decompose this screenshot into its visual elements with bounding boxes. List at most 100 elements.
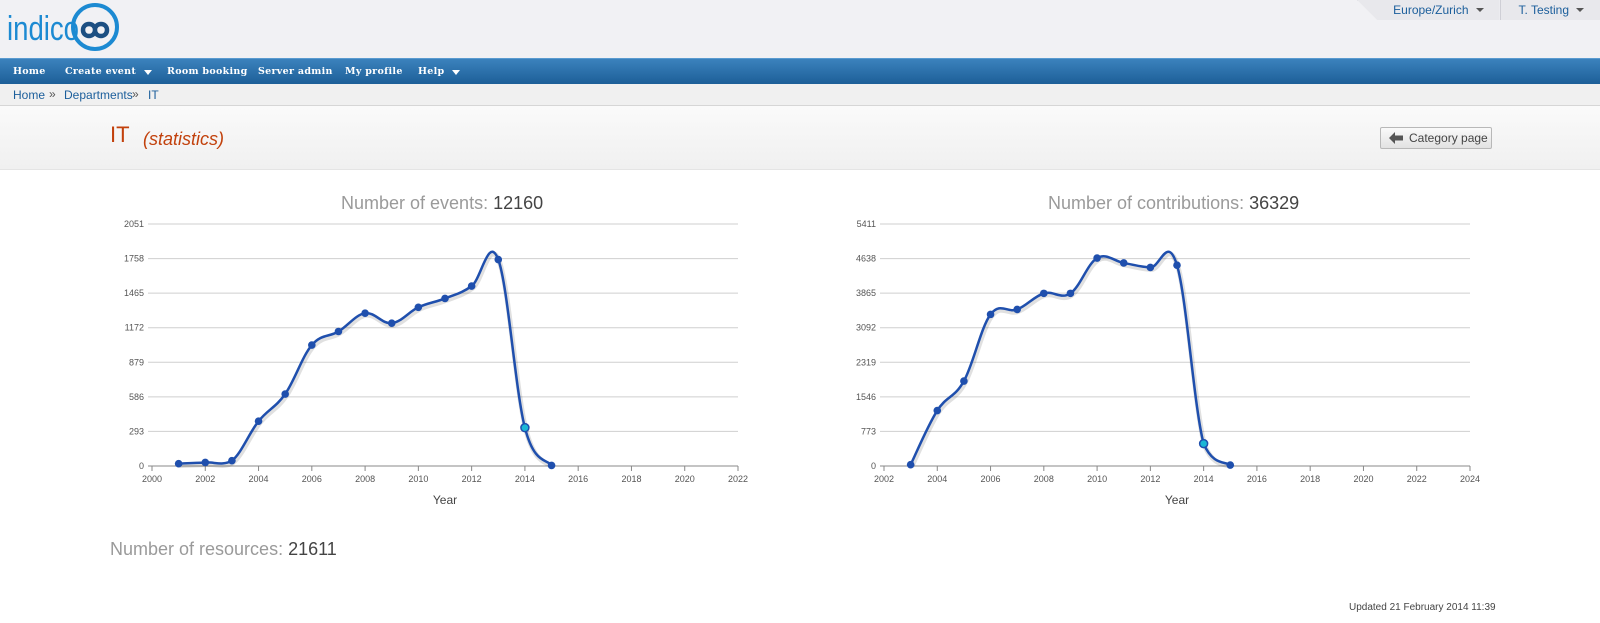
y-tick-label: 1172 — [125, 323, 144, 333]
x-tick-label: 2006 — [981, 474, 1001, 484]
breadcrumb-it[interactable]: IT — [148, 88, 159, 102]
x-tick-label: 2024 — [1460, 474, 1480, 484]
logo-text: indico — [7, 10, 79, 48]
chevron-down-icon — [144, 69, 153, 75]
contributions-title-label: Number of contributions: — [1048, 193, 1245, 213]
data-point[interactable] — [1013, 305, 1021, 314]
chevron-down-icon — [452, 69, 461, 75]
data-point[interactable] — [387, 319, 396, 328]
data-point[interactable] — [933, 406, 942, 415]
y-tick-label: 4638 — [856, 254, 876, 264]
data-point[interactable] — [228, 456, 236, 465]
events-chart: 0 293 586 879 1172 1465 1758 2051 2000 2002 2004 20… — [124, 219, 748, 507]
y-tick-label: 0 — [139, 461, 144, 471]
data-point[interactable] — [520, 422, 530, 433]
data-point[interactable] — [1226, 461, 1235, 469]
series-line-shadow — [179, 251, 555, 470]
x-tick-label: 2022 — [1407, 474, 1427, 484]
data-point[interactable] — [414, 303, 423, 312]
x-tick-label: 2012 — [1140, 474, 1160, 484]
events-title-label: Number of events: — [341, 193, 489, 213]
breadcrumb-home[interactable]: Home — [13, 88, 46, 102]
data-point[interactable] — [1198, 438, 1209, 449]
data-point[interactable] — [1146, 263, 1155, 272]
x-tick-label: 2022 — [728, 474, 748, 484]
x-tick-label: 2014 — [515, 474, 535, 484]
x-tick-label: 2004 — [927, 474, 947, 484]
y-tick-label: 1758 — [124, 254, 144, 264]
breadcrumb-separator: » — [49, 87, 56, 101]
page-title: IT — [110, 122, 130, 147]
breadcrumb-departments[interactable]: Departments — [64, 88, 133, 102]
updated-timestamp: Updated 21 February 2014 11:39 — [1349, 602, 1496, 613]
contributions-chart-title: Number of contributions: 36329 — [1048, 193, 1299, 214]
x-tick-label: 2014 — [1194, 474, 1214, 484]
x-tick-label: 2006 — [302, 474, 322, 484]
x-tick-label: 2020 — [1353, 474, 1373, 484]
page-subtitle: (statistics) — [143, 129, 224, 149]
breadcrumb-separator: » — [132, 87, 139, 101]
menu-my-profile[interactable]: My profile — [345, 66, 403, 77]
data-point[interactable] — [254, 417, 263, 425]
data-point[interactable] — [281, 390, 289, 398]
y-tick-label: 1465 — [124, 288, 144, 298]
data-point[interactable] — [441, 294, 449, 303]
category-page-button[interactable]: Category page — [1380, 127, 1492, 149]
y-tick-label: 5411 — [857, 219, 876, 229]
indico-logo[interactable]: indico — [7, 2, 122, 54]
series-line-shadow — [909, 251, 1233, 470]
breadcrumb: Home » Departments » IT — [0, 84, 1600, 106]
timezone-label: Europe/Zurich — [1393, 2, 1469, 17]
contributions-chart: 0 773 1546 2319 3092 3865 4638 5411 2002 2004 2006… — [856, 219, 1480, 507]
user-menu[interactable]: T. Testing — [1499, 0, 1600, 20]
series-line — [178, 250, 553, 467]
y-tick-label: 773 — [861, 426, 876, 436]
x-tick-label: 2016 — [1247, 474, 1267, 484]
resources-value: 21611 — [288, 539, 337, 559]
data-point[interactable] — [467, 282, 476, 290]
data-point[interactable] — [201, 458, 210, 467]
data-point[interactable] — [308, 341, 316, 349]
y-tick-label: 293 — [129, 426, 144, 436]
x-tick-label: 2010 — [1087, 474, 1107, 484]
resources-count: Number of resources: 21611 — [110, 539, 337, 560]
x-tick-label: 2018 — [1300, 474, 1320, 484]
data-point[interactable] — [986, 310, 995, 319]
data-point[interactable] — [1173, 261, 1181, 269]
user-name: T. Testing — [1518, 2, 1569, 17]
x-tick-label: 2012 — [462, 474, 482, 484]
y-tick-label: 3092 — [856, 323, 876, 333]
data-point[interactable] — [960, 377, 968, 385]
x-tick-label: 2020 — [675, 474, 695, 484]
header: indico Europe/Zurich T. Testing — [0, 0, 1600, 58]
menu-help[interactable]: Help — [418, 59, 461, 85]
x-tick-label: 2002 — [874, 474, 894, 484]
y-tick-label: 3865 — [856, 288, 876, 298]
menu-create-event[interactable]: Create event — [65, 59, 153, 85]
x-tick-label: 2008 — [1034, 474, 1054, 484]
menu-room-booking[interactable]: Room booking — [167, 66, 248, 77]
data-point[interactable] — [494, 255, 503, 264]
x-tick-label: 2018 — [621, 474, 641, 484]
data-point[interactable] — [906, 460, 915, 469]
y-tick-label: 586 — [129, 392, 144, 402]
chevron-down-icon — [1475, 8, 1484, 12]
data-point[interactable] — [1040, 289, 1048, 298]
x-tick-label: 2002 — [195, 474, 215, 484]
data-point[interactable] — [361, 309, 369, 318]
menu-server-admin[interactable]: Server admin — [258, 66, 333, 77]
data-point[interactable] — [174, 459, 183, 468]
menu-home[interactable]: Home — [13, 66, 46, 77]
data-point[interactable] — [1066, 289, 1075, 298]
y-tick-label: 879 — [129, 357, 144, 367]
x-axis-label: Year — [433, 493, 457, 507]
timezone-selector[interactable]: Europe/Zurich — [1357, 0, 1500, 20]
data-point[interactable] — [334, 327, 343, 336]
events-title-value: 12160 — [493, 193, 544, 213]
data-point[interactable] — [547, 461, 556, 470]
x-tick-label: 2016 — [568, 474, 588, 484]
x-tick-label: 2010 — [408, 474, 428, 484]
x-axis-label: Year — [1165, 493, 1189, 507]
data-point[interactable] — [1119, 259, 1128, 267]
data-point[interactable] — [1093, 254, 1101, 262]
